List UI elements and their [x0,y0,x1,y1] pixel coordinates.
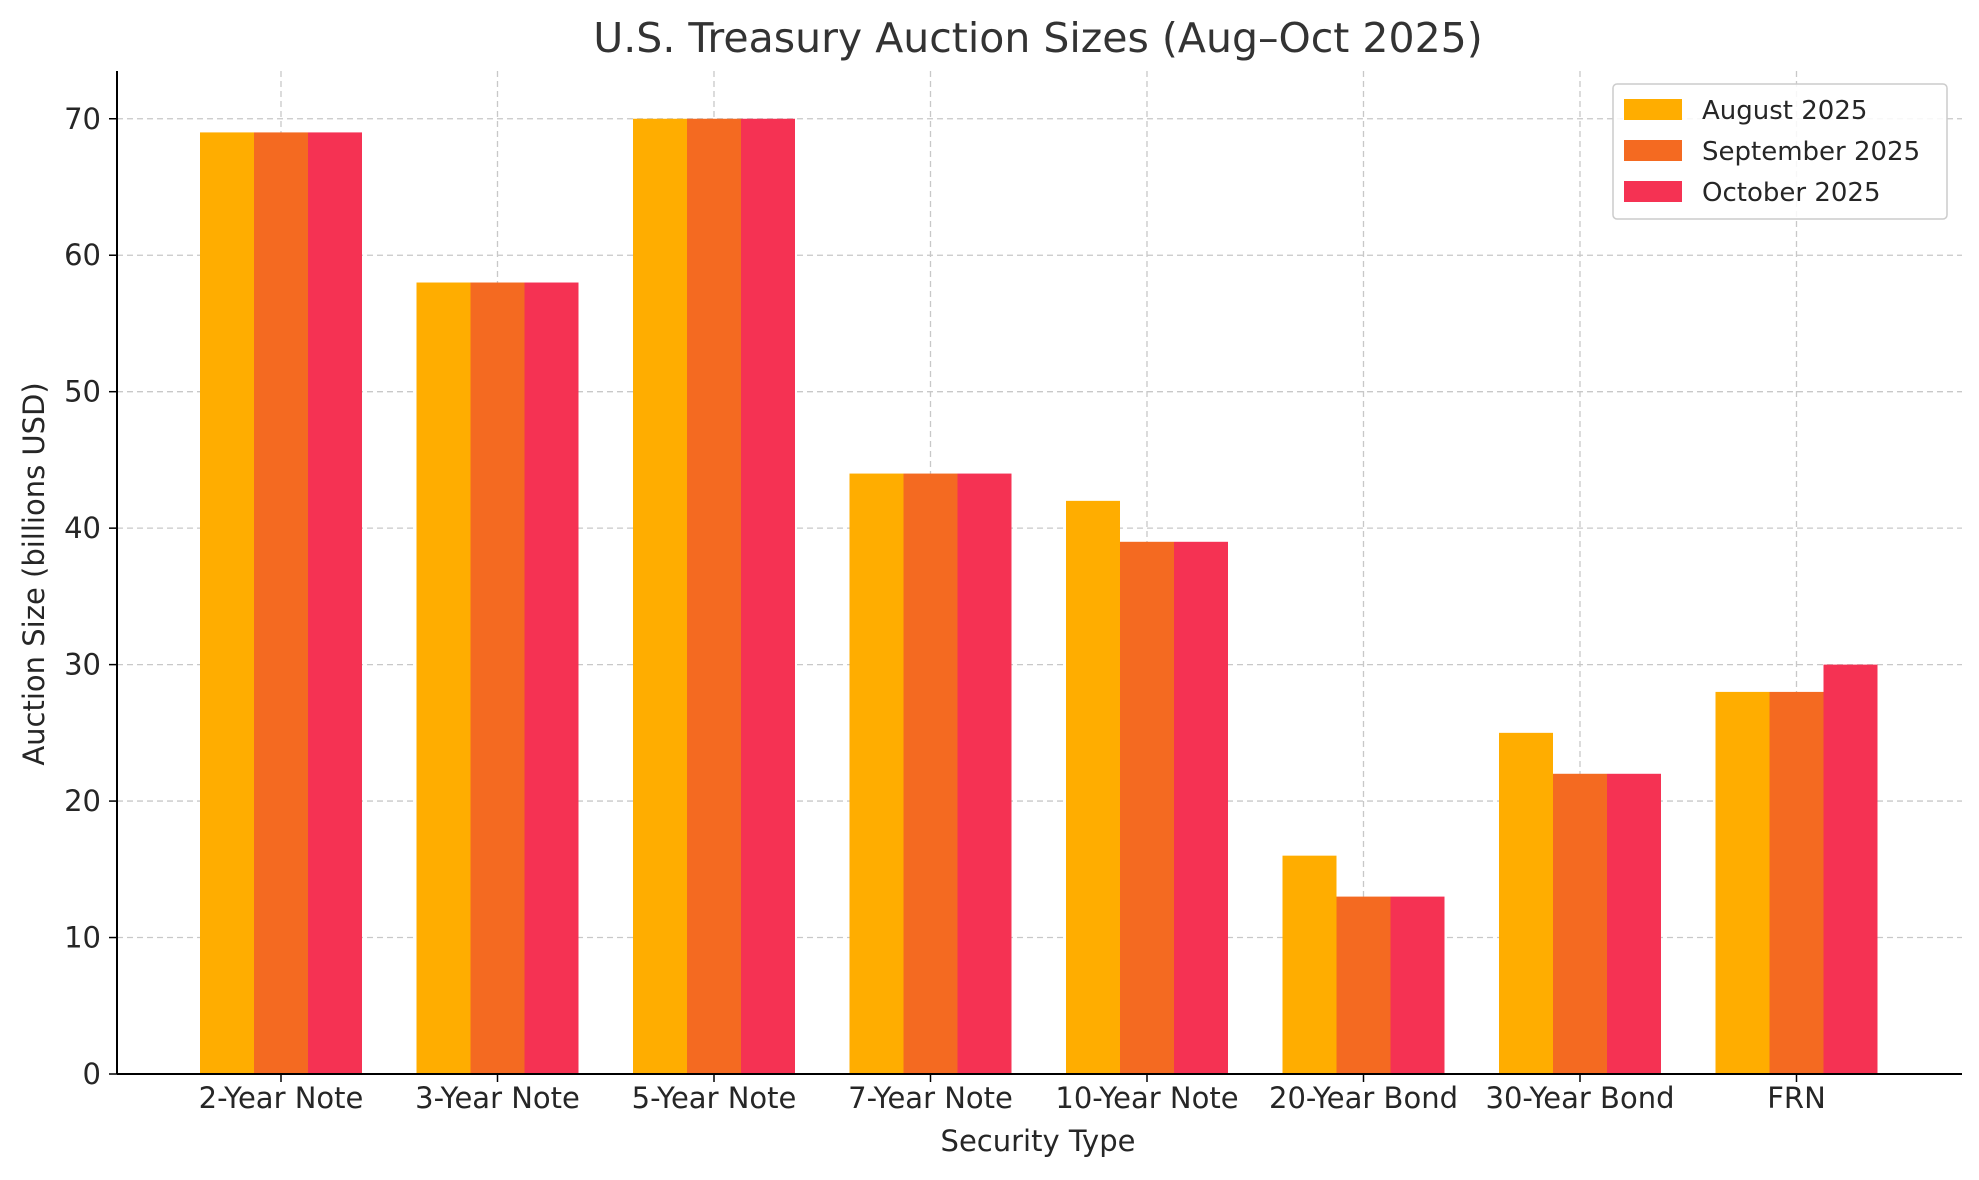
bar [633,118,687,1074]
bar [1607,773,1661,1074]
bar [200,132,254,1075]
legend-label: October 2025 [1702,178,1880,208]
y-ticks: 0 10 20 30 40 50 60 70 [64,102,117,1091]
bar [1336,896,1391,1074]
y-tick-label: 10 [64,921,101,955]
x-tick-label: 7-Year Note [848,1081,1013,1115]
bar [1715,691,1770,1074]
bar [1553,773,1607,1074]
bar [903,473,958,1074]
legend-swatch [1624,140,1682,161]
x-tick-label: 5-Year Note [632,1081,797,1115]
legend-box [1612,83,1948,220]
x-tick-label: 20-Year Bond [1269,1081,1458,1115]
legend-swatch [1624,181,1682,202]
bar [741,118,795,1074]
legend-label: September 2025 [1702,137,1920,167]
x-tick-label: 2-Year Note [199,1081,364,1115]
x-tick-label: 30-Year Bond [1486,1081,1675,1115]
y-axis-label: Auction Size (billions USD) [17,382,51,765]
bar [308,132,362,1075]
bar [1823,664,1878,1074]
bars [200,118,1878,1075]
x-tick-label: 10-Year Note [1055,1081,1238,1115]
bar [254,132,308,1075]
legend: August 2025 September 2025 October 2025 [1612,83,1948,220]
x-axis-label: Security Type [941,1124,1136,1158]
bar [1769,691,1824,1074]
bar [1174,541,1228,1074]
y-tick-label: 40 [64,511,101,545]
y-tick-label: 70 [64,102,101,136]
bar [1390,896,1445,1074]
legend-label: August 2025 [1702,96,1867,126]
bar [470,282,525,1075]
bar [524,282,579,1075]
y-tick-label: 60 [64,238,101,272]
x-tick-label: 3-Year Note [415,1081,580,1115]
chart-title: U.S. Treasury Auction Sizes (Aug–Oct 202… [593,14,1482,62]
bar [1066,500,1120,1074]
y-tick-label: 50 [64,375,101,409]
bar [687,118,741,1074]
bar [1499,732,1553,1074]
legend-swatch [1624,99,1682,120]
y-tick-label: 30 [64,648,101,682]
bar [1282,855,1337,1074]
y-tick-label: 20 [64,784,101,818]
axes [116,71,1962,1075]
x-ticks: 2-Year Note 3-Year Note 5-Year Note 7-Year … [199,1074,1826,1115]
x-tick-label: FRN [1767,1081,1826,1115]
y-tick-label: 0 [83,1057,101,1091]
bar [1120,541,1174,1074]
bar [416,282,471,1075]
grid [117,71,1962,1074]
bar [849,473,904,1074]
bar [957,473,1012,1074]
